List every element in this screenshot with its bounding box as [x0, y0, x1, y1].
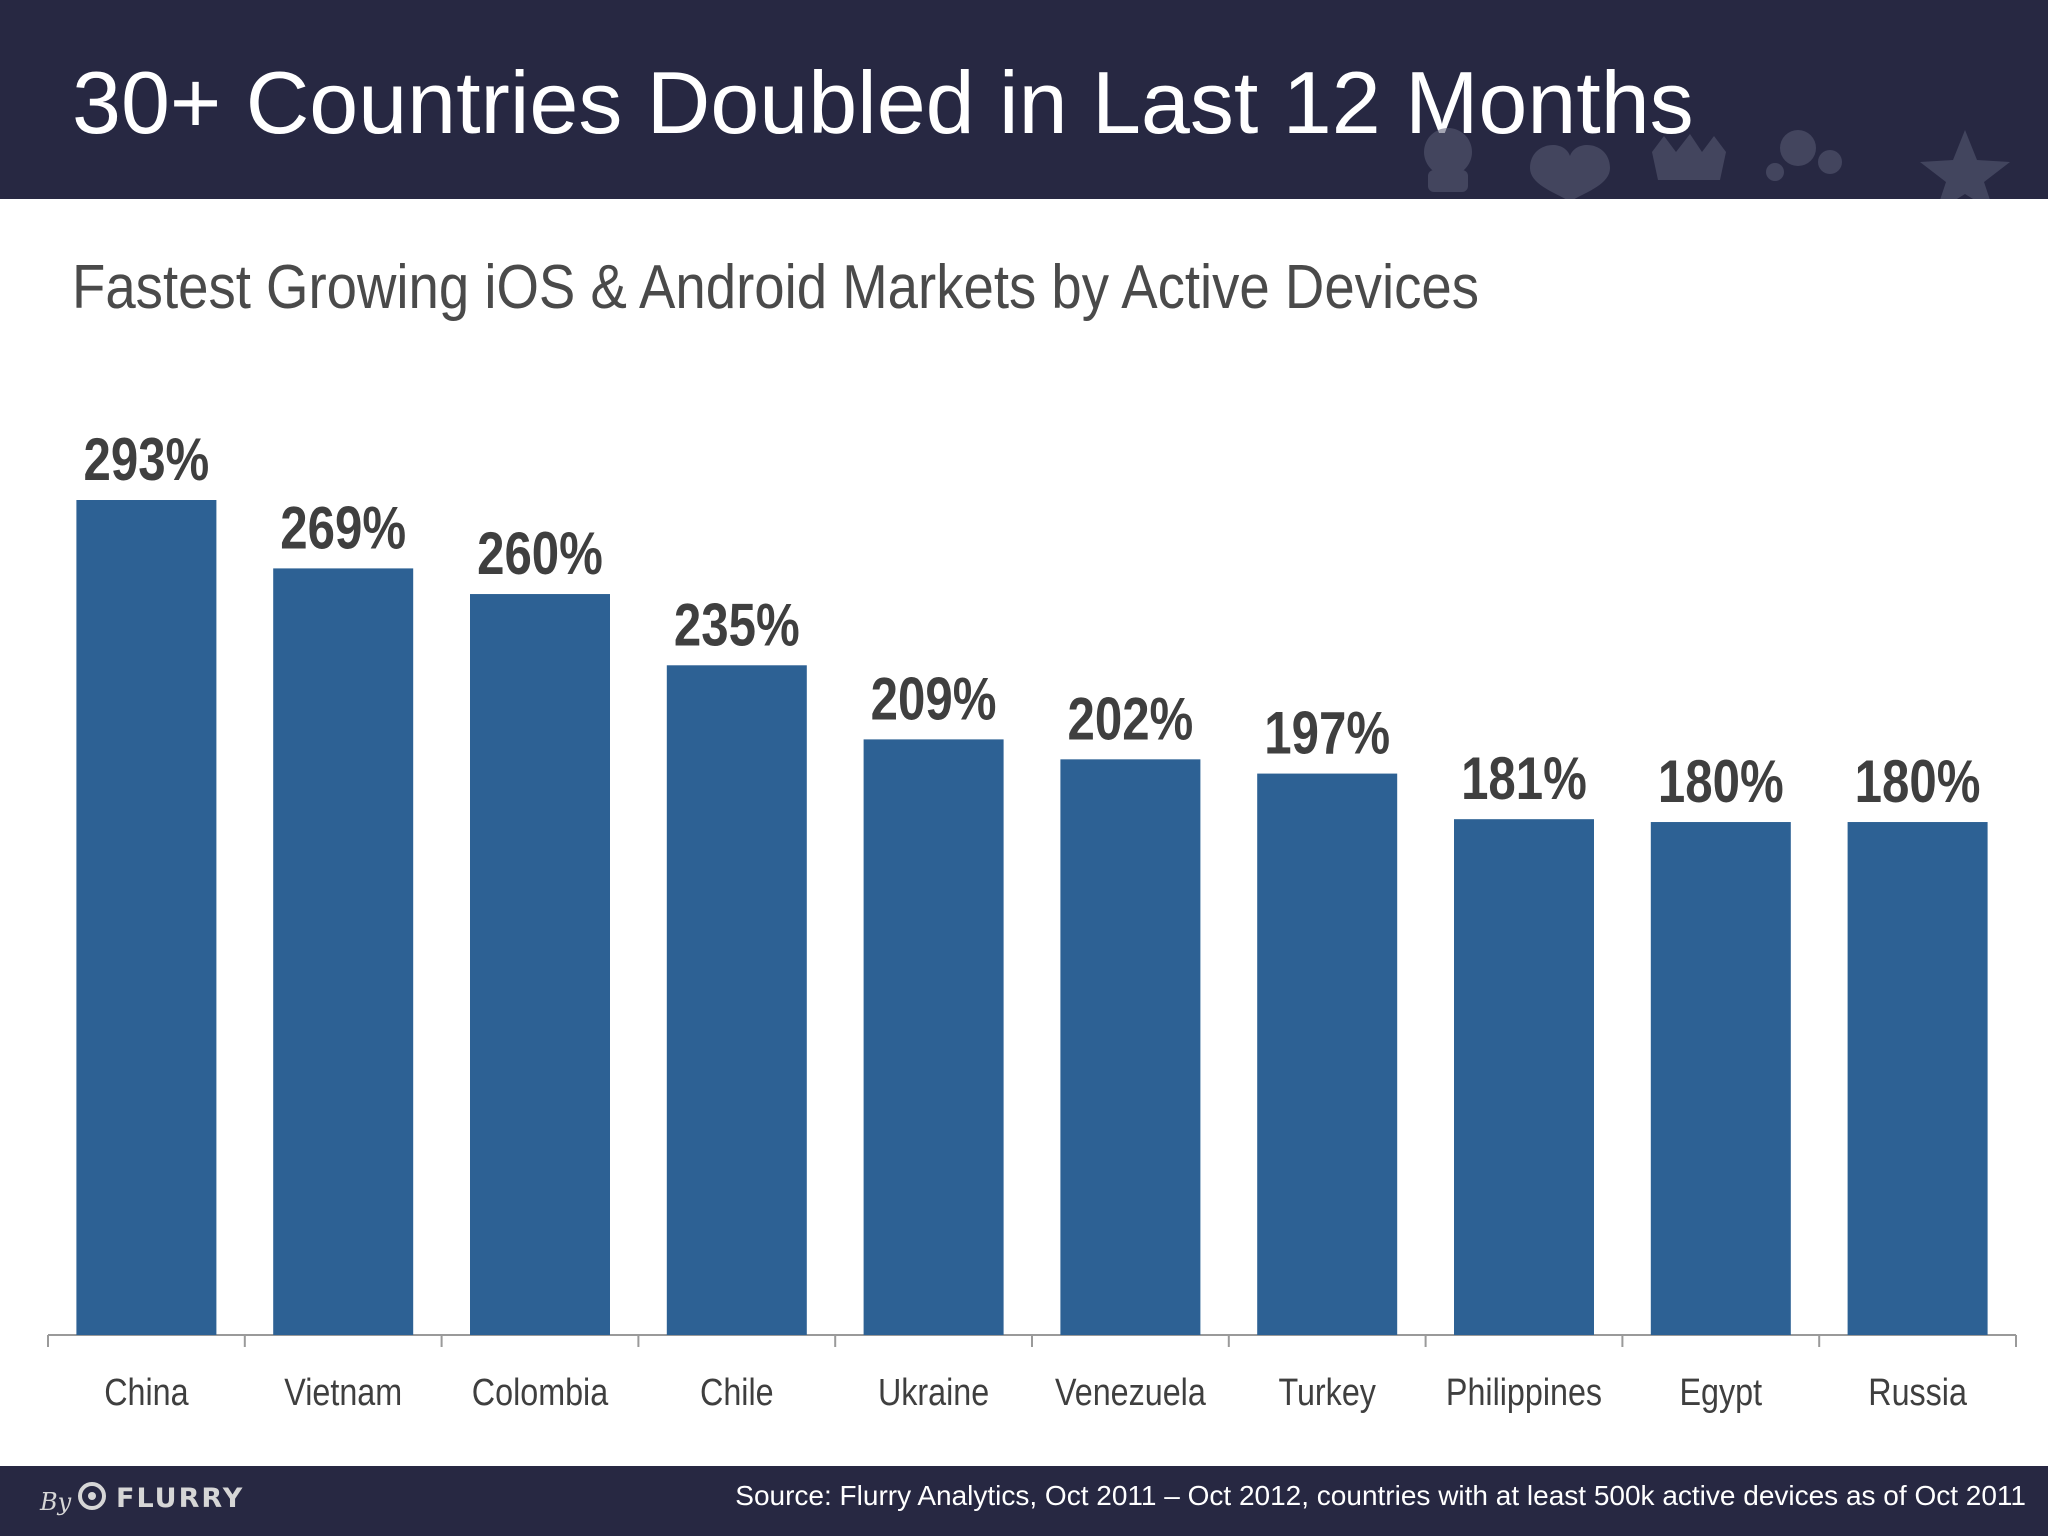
- bar-turkey: [1257, 773, 1398, 1335]
- bar-vietnam: [273, 568, 414, 1335]
- x-tick-label: Chile: [700, 1372, 774, 1414]
- data-label: 269%: [280, 494, 406, 562]
- skull-icon: [1424, 128, 1472, 176]
- data-label: 202%: [1067, 685, 1193, 753]
- data-label: 209%: [871, 665, 997, 733]
- bar-chart: 293% China 269% Vietnam 260% Colombia 235% Chil…: [47, 425, 2017, 1414]
- data-label: 180%: [1658, 747, 1784, 815]
- data-label: 180%: [1855, 747, 1981, 815]
- x-tick-label: Colombia: [472, 1372, 609, 1414]
- decorative-icons: [1424, 128, 2010, 199]
- gear-small-icon: [1818, 150, 1842, 174]
- heart-icon: [1530, 145, 1610, 199]
- slide-title: 30+ Countries Doubled in Last 12 Months: [72, 53, 1694, 152]
- data-label: 181%: [1461, 745, 1587, 813]
- x-tick-label: Philippines: [1446, 1372, 1602, 1414]
- x-tick-label: Ukraine: [878, 1372, 989, 1414]
- flurry-logo-icon: [78, 1482, 106, 1510]
- bar-colombia: [470, 594, 610, 1335]
- data-label: 235%: [674, 591, 800, 659]
- data-label: 197%: [1264, 699, 1390, 767]
- by-label: By: [40, 1488, 72, 1516]
- bar-venezuela: [1060, 759, 1201, 1335]
- bar-ukraine: [863, 739, 1004, 1335]
- data-label: 293%: [83, 425, 209, 493]
- data-label: 260%: [477, 519, 603, 587]
- x-tick-label: Vietnam: [284, 1372, 402, 1414]
- header-bar: 30+ Countries Doubled in Last 12 Months: [0, 0, 2048, 199]
- chart-subtitle: Fastest Growing iOS & Android Markets by…: [72, 253, 1479, 322]
- x-tick-label: Venezuela: [1055, 1372, 1206, 1414]
- bar-russia: [1847, 822, 1988, 1335]
- x-tick-label: Turkey: [1278, 1372, 1376, 1414]
- x-tick-label: Russia: [1868, 1372, 1967, 1414]
- footer-bar: By FLURRY Source: Flurry Analytics, Oct …: [0, 1466, 2048, 1536]
- x-tick-label: Egypt: [1680, 1372, 1763, 1414]
- crown-icon: [1652, 134, 1726, 180]
- star-icon: [1920, 130, 2010, 199]
- brand-name: FLURRY: [116, 1483, 245, 1514]
- source-note: Source: Flurry Analytics, Oct 2011 – Oct…: [735, 1480, 2026, 1511]
- bar-china: [76, 500, 217, 1335]
- bar-philippines: [1454, 819, 1594, 1335]
- x-tick-label: China: [104, 1372, 189, 1414]
- bar-chile: [666, 665, 807, 1335]
- bar-egypt: [1650, 822, 1791, 1335]
- gear-icon: [1780, 130, 1816, 166]
